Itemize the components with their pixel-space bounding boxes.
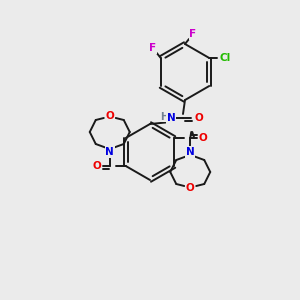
- Text: F: F: [149, 43, 156, 53]
- Text: N: N: [186, 147, 195, 157]
- Text: N: N: [167, 113, 176, 123]
- Text: N: N: [105, 147, 114, 157]
- Text: H: H: [160, 112, 168, 122]
- Text: O: O: [199, 133, 208, 143]
- Text: O: O: [92, 161, 101, 171]
- Text: F: F: [189, 29, 197, 39]
- Text: Cl: Cl: [220, 53, 231, 63]
- Text: O: O: [105, 111, 114, 121]
- Text: O: O: [186, 183, 195, 193]
- Text: O: O: [195, 113, 203, 123]
